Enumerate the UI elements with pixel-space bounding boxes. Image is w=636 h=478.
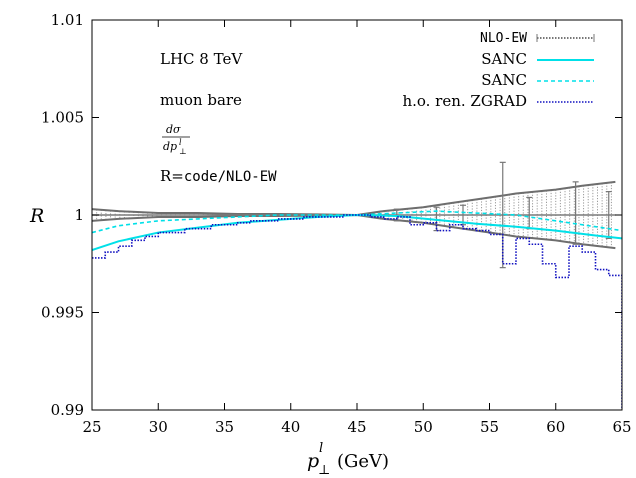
y-tick-label: 1.01 (51, 11, 84, 29)
x-tick-label: 65 (612, 418, 631, 436)
fraction-numerator: dσ (166, 123, 181, 136)
annotation-muon: muon bare (160, 91, 242, 109)
ticks-layer (91, 19, 623, 411)
x-tick-label: 55 (480, 418, 499, 436)
annotation-fraction: dσ dp l ⊥ (162, 123, 190, 156)
y-tick-labels: 0.99 0.995 1 1.005 1.01 (41, 11, 84, 419)
y-axis-title: R (29, 205, 44, 227)
y-tick-label: 1 (74, 206, 84, 224)
nlo-ew-band-lower (92, 213, 616, 250)
x-axis-title: p l ⊥ (GeV) (307, 441, 389, 478)
zgrad-dotted-line (92, 214, 622, 410)
y-tick-label: 1.005 (41, 109, 84, 127)
legend-label-nlo-ew: NLO-EW (480, 31, 527, 46)
x-tick-label: 50 (414, 418, 433, 436)
legend-label-sanc-solid: SANC (481, 50, 527, 68)
x-tick-label: 45 (347, 418, 366, 436)
x-tick-labels: 25 30 35 40 45 50 55 60 65 (82, 418, 631, 436)
annotation-ratio: R=code/NLO-EW (160, 167, 277, 185)
sanc-dashed-line (92, 210, 622, 234)
x-axis-title-main: p (307, 450, 319, 472)
x-axis-title-sup: l (319, 441, 323, 456)
series-layer (92, 210, 622, 410)
y-tick-label: 0.995 (41, 304, 84, 322)
annotation-energy: LHC 8 TeV (160, 50, 243, 68)
fraction-denominator-sup: l (179, 138, 182, 147)
y-tick-label: 0.99 (51, 401, 84, 419)
x-axis-title-sub: ⊥ (318, 463, 330, 478)
ratio-prefix: R= (160, 167, 184, 185)
legend: NLO-EW SANC SANC h.o. ren. ZGRAD (402, 31, 595, 110)
x-tick-label: 30 (149, 418, 168, 436)
x-tick-label: 60 (546, 418, 565, 436)
fraction-denominator: dp (163, 140, 177, 153)
legend-label-zgrad: h.o. ren. ZGRAD (402, 92, 527, 110)
x-axis-title-unit: (GeV) (337, 451, 389, 472)
x-tick-label: 25 (82, 418, 101, 436)
nlo-ew-band-upper (92, 180, 616, 217)
fraction-denominator-sub: ⊥ (179, 147, 187, 156)
legend-label-sanc-dashed: SANC (481, 71, 527, 89)
x-tick-label: 35 (215, 418, 234, 436)
ratio-formula: code/NLO-EW (184, 169, 277, 185)
x-tick-label: 40 (281, 418, 300, 436)
